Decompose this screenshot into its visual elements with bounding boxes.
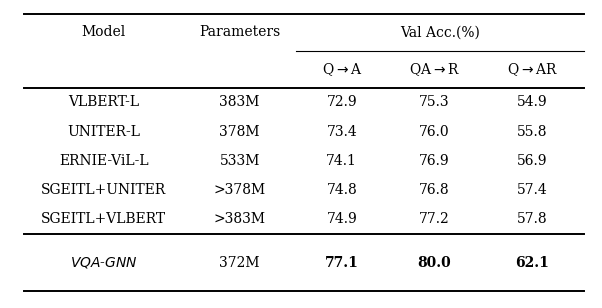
Text: 76.9: 76.9 [419,154,450,168]
Text: QA$\rightarrow$R: QA$\rightarrow$R [409,61,460,78]
Text: 76.0: 76.0 [419,125,450,139]
Text: >378M: >378M [214,183,265,197]
Text: 80.0: 80.0 [417,256,451,270]
Text: ERNIE-ViL-L: ERNIE-ViL-L [59,154,149,168]
Text: 74.8: 74.8 [326,183,357,197]
Text: Q$\rightarrow$A: Q$\rightarrow$A [321,61,362,78]
Text: 77.1: 77.1 [325,256,359,270]
Text: Parameters: Parameters [199,25,281,39]
Text: 72.9: 72.9 [326,95,357,109]
Text: $\mathit{VQA}$-$\mathit{GNN}$: $\mathit{VQA}$-$\mathit{GNN}$ [70,255,138,270]
Text: 54.9: 54.9 [517,95,547,109]
Text: 378M: 378M [219,125,260,139]
Text: 57.4: 57.4 [517,183,548,197]
Text: 62.1: 62.1 [515,256,549,270]
Text: 74.1: 74.1 [326,154,357,168]
Text: 56.9: 56.9 [517,154,547,168]
Text: 372M: 372M [219,256,260,270]
Text: 533M: 533M [220,154,260,168]
Text: 57.8: 57.8 [517,213,547,226]
Text: 77.2: 77.2 [419,213,450,226]
Text: 74.9: 74.9 [326,213,357,226]
Text: SGEITL+UNITER: SGEITL+UNITER [41,183,167,197]
Text: 383M: 383M [220,95,260,109]
Text: Val Acc.(%): Val Acc.(%) [400,25,480,39]
Text: Q$\rightarrow$AR: Q$\rightarrow$AR [507,61,557,78]
Text: 55.8: 55.8 [517,125,547,139]
Text: UNITER-L: UNITER-L [67,125,140,139]
Text: >383M: >383M [214,213,265,226]
Text: 76.8: 76.8 [419,183,450,197]
Text: VLBERT-L: VLBERT-L [68,95,140,109]
Text: 73.4: 73.4 [326,125,357,139]
Text: Model: Model [82,25,126,39]
Text: SGEITL+VLBERT: SGEITL+VLBERT [42,213,166,226]
Text: 75.3: 75.3 [419,95,450,109]
